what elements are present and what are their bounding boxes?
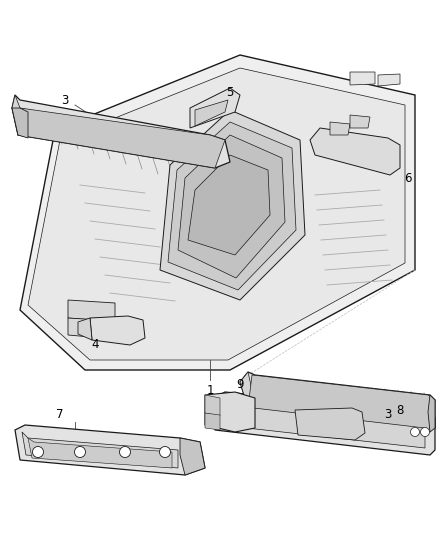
Polygon shape: [240, 372, 435, 432]
Polygon shape: [28, 438, 172, 468]
Text: 6: 6: [404, 172, 412, 184]
Polygon shape: [330, 122, 350, 135]
Text: 3: 3: [61, 93, 69, 107]
Polygon shape: [12, 108, 28, 138]
Text: 3: 3: [384, 408, 392, 422]
Polygon shape: [205, 392, 255, 432]
Polygon shape: [205, 395, 220, 416]
Polygon shape: [378, 74, 400, 86]
Polygon shape: [240, 372, 428, 430]
Circle shape: [159, 447, 170, 457]
Polygon shape: [205, 413, 220, 430]
Polygon shape: [12, 95, 210, 163]
Polygon shape: [20, 55, 415, 370]
Polygon shape: [90, 316, 145, 345]
Circle shape: [420, 427, 430, 437]
Polygon shape: [310, 128, 400, 175]
Polygon shape: [428, 395, 435, 432]
Circle shape: [74, 447, 85, 457]
Polygon shape: [190, 88, 240, 128]
Polygon shape: [28, 68, 405, 360]
Polygon shape: [350, 72, 375, 85]
Polygon shape: [215, 400, 425, 448]
Circle shape: [32, 447, 43, 457]
Polygon shape: [188, 155, 270, 255]
Polygon shape: [295, 408, 365, 440]
Polygon shape: [210, 392, 435, 455]
Polygon shape: [15, 425, 205, 475]
Text: 1: 1: [206, 384, 214, 397]
Polygon shape: [68, 300, 115, 322]
Polygon shape: [168, 122, 296, 290]
Polygon shape: [78, 318, 92, 340]
Polygon shape: [160, 110, 305, 300]
Text: 5: 5: [226, 85, 234, 99]
Text: 9: 9: [236, 378, 244, 392]
Circle shape: [120, 447, 131, 457]
Polygon shape: [178, 135, 285, 278]
Circle shape: [410, 427, 420, 437]
Polygon shape: [195, 100, 228, 126]
Text: 4: 4: [91, 338, 99, 351]
Polygon shape: [180, 438, 205, 475]
Polygon shape: [350, 115, 370, 128]
Polygon shape: [12, 95, 230, 168]
Polygon shape: [248, 375, 435, 432]
Polygon shape: [18, 108, 225, 168]
Polygon shape: [68, 318, 102, 338]
Text: 7: 7: [56, 408, 64, 422]
Text: 8: 8: [396, 403, 404, 416]
Polygon shape: [22, 432, 178, 468]
